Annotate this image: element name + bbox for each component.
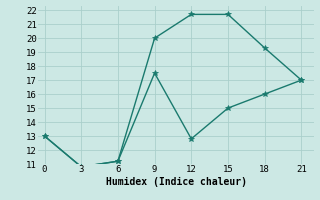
X-axis label: Humidex (Indice chaleur): Humidex (Indice chaleur) [106,177,246,187]
